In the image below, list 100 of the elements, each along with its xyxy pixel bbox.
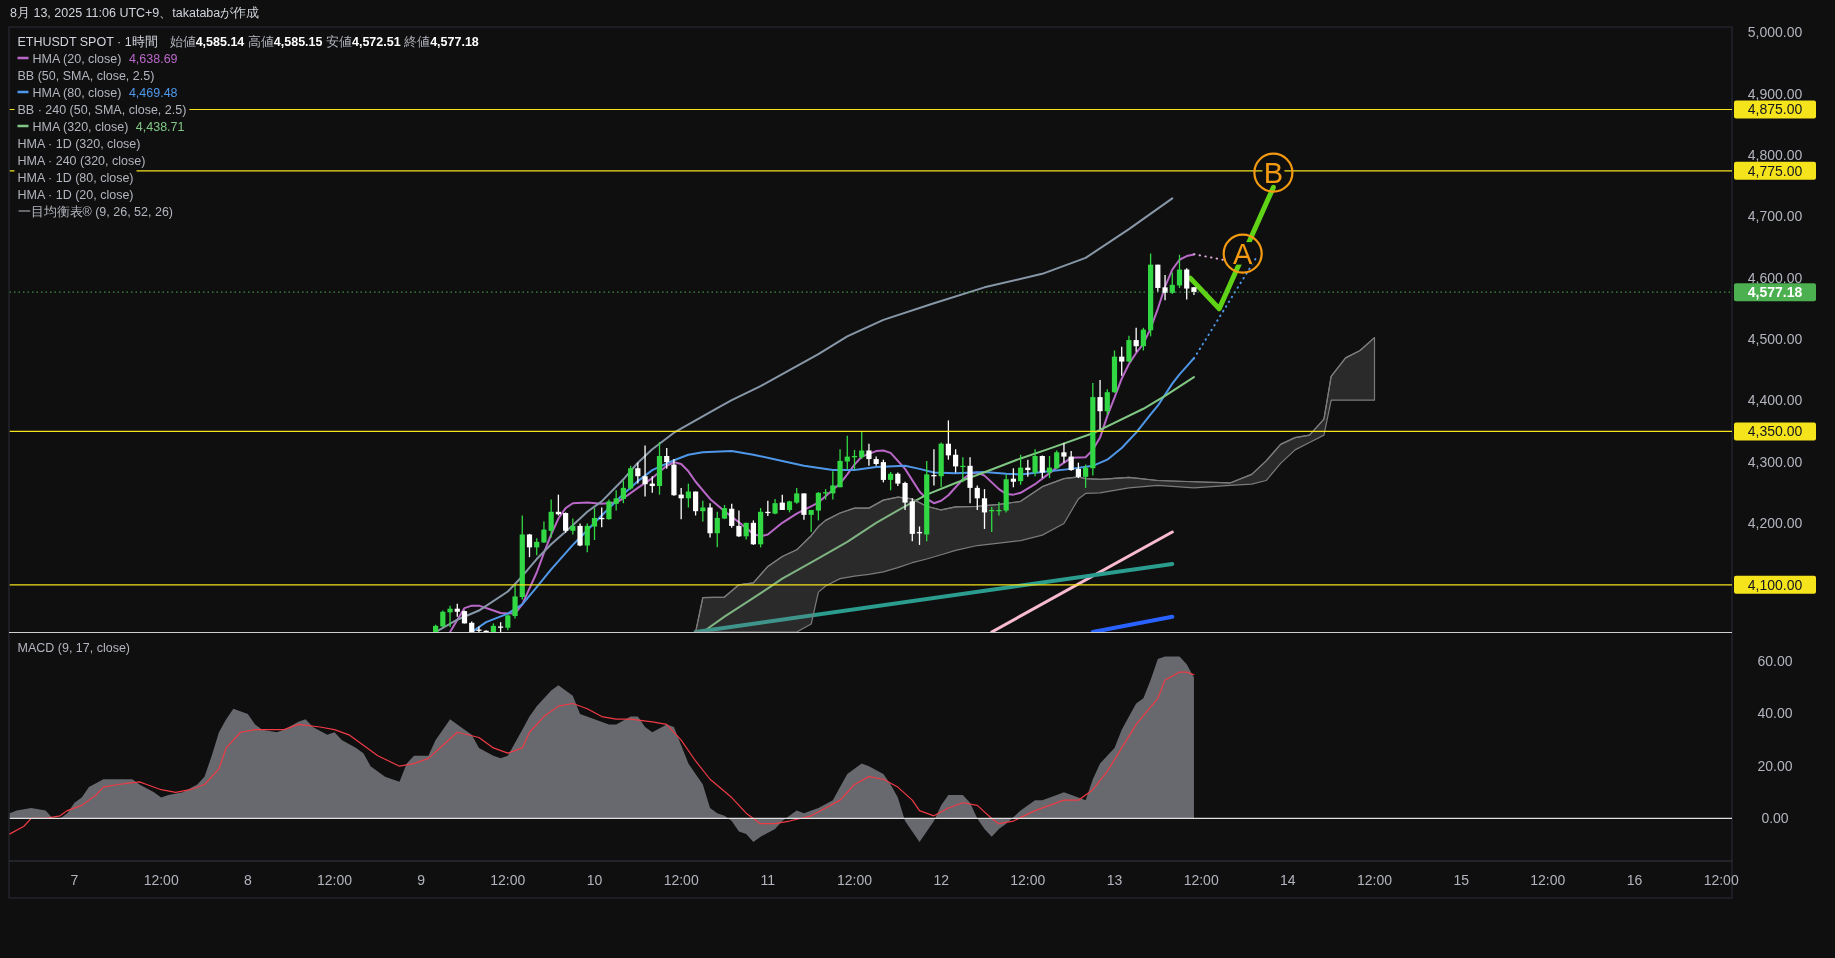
candlestick: [548, 498, 554, 539]
candlestick: [613, 489, 619, 512]
chart-title: 8月 13, 2025 11:06 UTC+9、takatabaが作成: [10, 6, 260, 20]
candlestick: [844, 435, 850, 471]
candlestick: [1061, 442, 1067, 464]
ref-line-label: 4,350.00: [1747, 423, 1803, 440]
candlestick: [1032, 448, 1038, 477]
annotation: 始値4,585.14 高値4,585.15 安値4,572.51 終値4,577.18: [169, 33, 479, 49]
x-tick-label: 7: [70, 872, 79, 888]
x-tick-label: 12:00: [1530, 872, 1566, 888]
y-tick-label: 4,500.00: [1747, 330, 1803, 347]
candlestick: [945, 419, 951, 461]
candlestick: [714, 511, 720, 549]
candlestick: [664, 447, 670, 470]
candlestick: [967, 456, 973, 504]
y-tick-label: 0.00: [1761, 809, 1789, 826]
annotation: A: [1233, 238, 1254, 271]
candlestick: [866, 443, 872, 467]
candlestick: [1119, 346, 1125, 377]
candlestick: [620, 479, 626, 504]
x-tick-label: 15: [1453, 872, 1470, 888]
candlestick: [628, 465, 634, 491]
y-tick-label: 4,800.00: [1747, 146, 1803, 163]
annotation: HMA · 240 (320, close): [17, 153, 146, 168]
line-series: [449, 253, 1195, 632]
x-tick-label: 14: [1280, 872, 1296, 888]
x-tick-label: 12:00: [490, 872, 526, 888]
candlestick: [1046, 455, 1053, 479]
x-tick-label: 12:00: [1183, 872, 1219, 888]
x-tick-label: 12: [933, 872, 950, 888]
x-tick-label: 10: [586, 872, 603, 888]
candlestick: [1010, 467, 1016, 488]
candlestick: [635, 462, 641, 485]
legend-label: HMA (20, close) 4,638.69: [32, 51, 178, 66]
ref-line-label: 4,577.18: [1747, 284, 1803, 301]
annotation: HMA · 1D (20, close): [17, 187, 134, 202]
candlestick: [1104, 388, 1110, 416]
note: A: [1222, 233, 1263, 274]
y-tick-label: 40.00: [1757, 705, 1793, 722]
ref-line-label: 4,100.00: [1747, 576, 1803, 593]
candlestick: [584, 522, 590, 553]
candlestick: [736, 509, 742, 538]
legend-label: HMA (80, close) 4,469.48: [32, 85, 178, 100]
candlestick: [1068, 450, 1074, 472]
annotation: HMA · 1D (80, close): [17, 170, 134, 185]
y-tick-label: 20.00: [1757, 757, 1793, 774]
candlestick: [1169, 271, 1175, 295]
y-tick-label: 60.00: [1757, 653, 1793, 670]
candlestick: [1184, 267, 1190, 301]
ref-line-label: 4,775.00: [1747, 162, 1803, 179]
candlestick: [1039, 454, 1045, 479]
x-tick-label: 9: [417, 872, 426, 888]
y-tick-label: 4,300.00: [1747, 453, 1803, 470]
candlestick: [953, 448, 959, 474]
x-tick-label: 8: [243, 872, 252, 888]
candlestick: [1054, 449, 1060, 470]
annotation: B: [1263, 157, 1284, 190]
candlestick: [830, 470, 836, 501]
candlestick: [1162, 274, 1168, 301]
x-tick-label: 12:00: [836, 872, 873, 888]
y-tick-label: 5,000.00: [1747, 24, 1803, 41]
candlestick: [1140, 327, 1146, 352]
annotation: HMA · 1D (320, close): [17, 136, 141, 151]
candlestick: [642, 444, 648, 498]
candlestick: [750, 519, 756, 546]
candlestick: [1133, 327, 1139, 353]
candlestick: [880, 459, 886, 484]
candlestick: [801, 492, 807, 521]
x-tick-label: 13: [1106, 872, 1123, 888]
text: ETHUSDT SPOT · 1時間: [17, 34, 158, 49]
annotation: BB · 240 (50, SMA, close, 2.5): [17, 102, 187, 117]
candlestick: [591, 507, 598, 541]
candlestick: [1155, 264, 1161, 293]
candlestick: [859, 431, 865, 460]
y-tick-label: 4,200.00: [1747, 514, 1803, 531]
candlestick: [888, 471, 894, 491]
candlestick: [512, 584, 518, 620]
annotation: 一目均衡表® (9, 26, 52, 26): [17, 204, 174, 219]
y-tick-label: 4,400.00: [1747, 392, 1803, 409]
candlestick: [815, 491, 821, 522]
candlestick: [981, 488, 988, 530]
candlestick: [606, 498, 612, 521]
candlestick: [1097, 379, 1103, 430]
candlestick: [541, 520, 547, 544]
candlestick: [1126, 335, 1132, 363]
y-tick-label: 4,600.00: [1747, 269, 1803, 286]
ref-line-label: 4,875.00: [1747, 101, 1803, 118]
candlestick: [1176, 254, 1183, 289]
note: B: [1253, 152, 1294, 193]
x-tick-label: 11: [760, 872, 776, 888]
text: MACD (9, 17, close): [17, 640, 131, 655]
candlestick: [729, 503, 735, 529]
x-tick-label: 12:00: [1356, 872, 1393, 888]
annotation: BB (50, SMA, close, 2.5): [17, 68, 155, 83]
x-tick-label: 12:00: [1703, 872, 1739, 888]
x-tick-label: 16: [1626, 872, 1643, 888]
y-tick-label: 4,900.00: [1747, 85, 1803, 102]
candlestick: [902, 481, 908, 511]
candlestick: [1018, 454, 1024, 486]
legend-label: HMA (320, close) 4,438.71: [32, 119, 185, 134]
